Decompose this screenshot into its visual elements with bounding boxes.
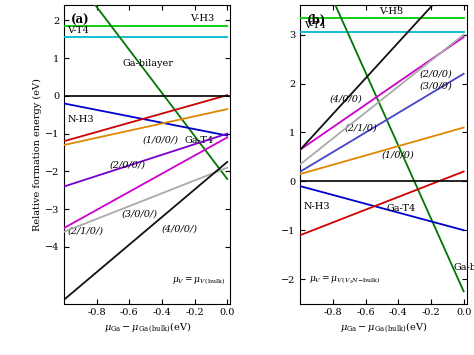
- Text: Ga-bilayer: Ga-bilayer: [123, 59, 174, 67]
- Text: (3/0/0): (3/0/0): [419, 82, 452, 91]
- Text: (3/0/0/): (3/0/0/): [121, 209, 157, 219]
- Text: N-H3: N-H3: [304, 202, 330, 211]
- X-axis label: $\mu_{\rm Ga}-\mu_{\rm Ga\,(bulk)}$(eV): $\mu_{\rm Ga}-\mu_{\rm Ga\,(bulk)}$(eV): [340, 320, 428, 335]
- Text: V-T4: V-T4: [304, 21, 326, 30]
- Text: $\mu_V=\mu_{V\,(V_2N\mathrm{-bulk})}$: $\mu_V=\mu_{V\,(V_2N\mathrm{-bulk})}$: [309, 274, 381, 286]
- Text: (2/0/0): (2/0/0): [419, 70, 452, 79]
- Text: (4/0/0/): (4/0/0/): [162, 225, 198, 234]
- Text: (a): (a): [71, 14, 89, 27]
- Text: V-T4: V-T4: [67, 26, 89, 35]
- Text: (2/1/0): (2/1/0): [345, 124, 377, 132]
- Text: $\mu_V=\mu_{V\,(\mathrm{bulk})}$: $\mu_V=\mu_{V\,(\mathrm{bulk})}$: [172, 275, 226, 286]
- Text: V-H3: V-H3: [379, 7, 403, 16]
- Text: (b): (b): [307, 14, 326, 27]
- Text: (4/0/0): (4/0/0): [330, 94, 363, 103]
- X-axis label: $\mu_{\rm Ga}-\mu_{\rm Ga\,(bulk)}$(eV): $\mu_{\rm Ga}-\mu_{\rm Ga\,(bulk)}$(eV): [103, 320, 191, 335]
- Text: V-H3: V-H3: [190, 15, 214, 23]
- Text: (1/0/0): (1/0/0): [382, 150, 415, 159]
- Text: Ga-T4: Ga-T4: [387, 204, 416, 213]
- Text: (1/0/0/): (1/0/0/): [142, 136, 178, 144]
- Text: Ga-bilayer: Ga-bilayer: [454, 263, 474, 272]
- Text: Ga-T4: Ga-T4: [185, 136, 214, 144]
- Text: N-H3: N-H3: [67, 115, 94, 124]
- Text: (2/1/0/): (2/1/0/): [67, 226, 103, 235]
- Text: (2/0/0/): (2/0/0/): [109, 160, 146, 170]
- Y-axis label: Relative formation energy (eV): Relative formation energy (eV): [33, 78, 42, 231]
